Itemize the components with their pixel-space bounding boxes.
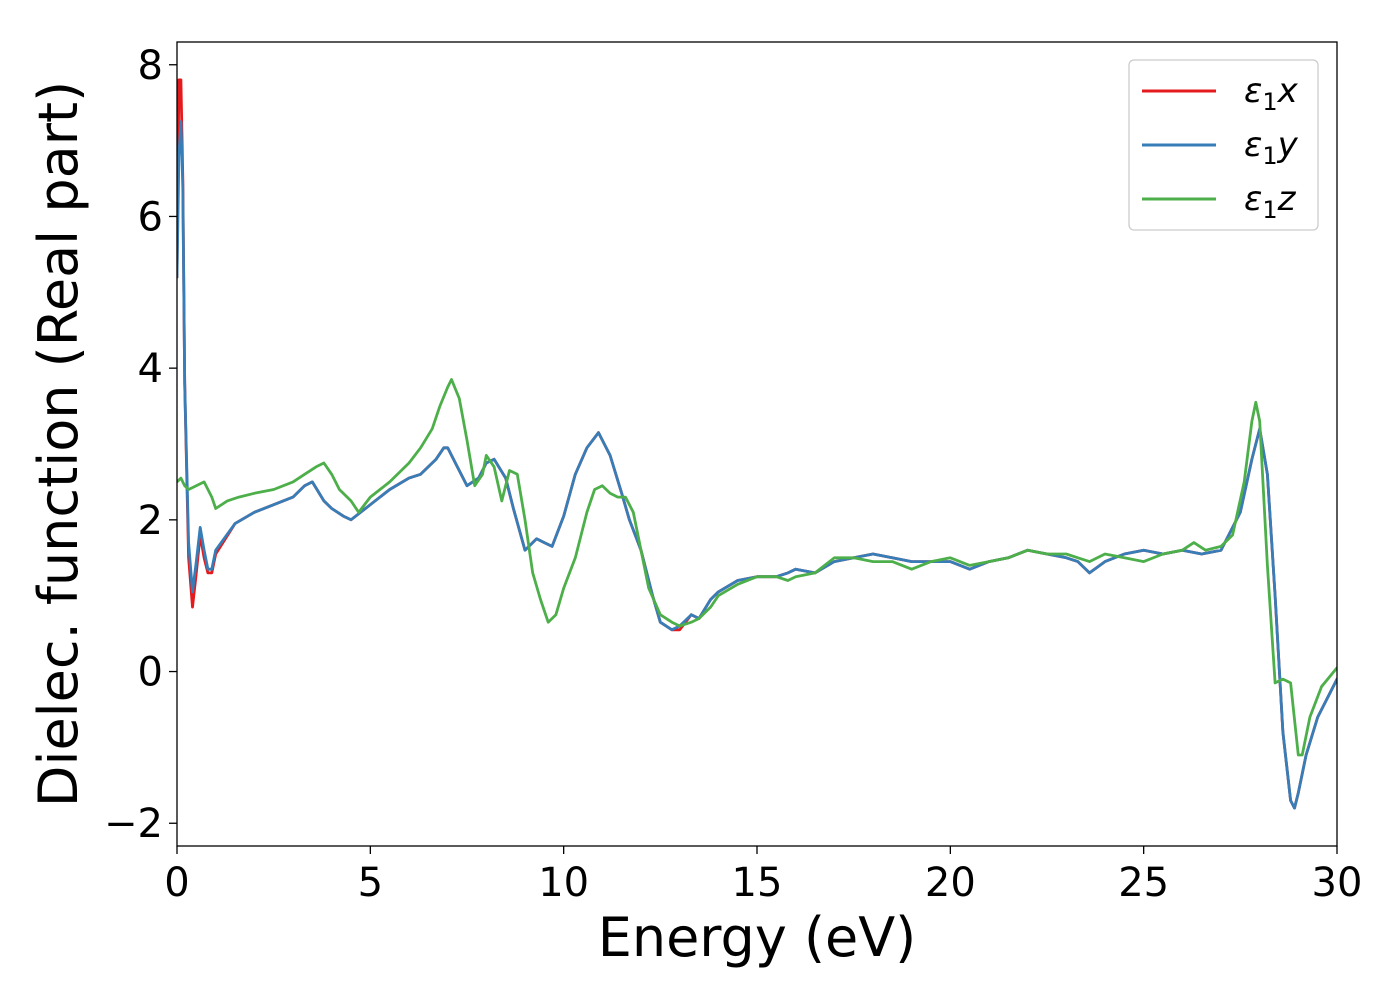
legend-label-z: ε1z — [1244, 179, 1297, 224]
y-tick-label: 2 — [138, 498, 163, 544]
x-tick-label: 25 — [1118, 860, 1169, 906]
y-tick-label: 6 — [138, 194, 163, 240]
x-tick-label: 15 — [732, 860, 783, 906]
y-tick-label: −2 — [104, 801, 163, 847]
x-tick-label: 0 — [164, 860, 189, 906]
legend-box — [1128, 59, 1319, 231]
y-tick-label: 4 — [138, 346, 163, 392]
x-axis: 0 5 10 15 20 25 30 — [164, 846, 1362, 906]
y-tick-label: 8 — [138, 43, 163, 89]
y-axis: −2 0 2 4 6 8 — [104, 43, 177, 847]
legend-label-x: ε1x — [1244, 71, 1299, 116]
series-line-y — [177, 120, 1337, 810]
legend: ε1x ε1y ε1z — [1128, 59, 1319, 231]
x-axis-label: Energy (eV) — [598, 906, 917, 969]
x-tick-label: 5 — [358, 860, 383, 906]
y-tick-label: 0 — [138, 650, 163, 696]
x-tick-label: 30 — [1312, 860, 1363, 906]
legend-label-y: ε1y — [1244, 125, 1299, 170]
x-tick-label: 20 — [925, 860, 976, 906]
series-line-z — [177, 378, 1337, 757]
plot-area — [177, 78, 1337, 810]
y-axis-label: Dielec. function (Real part) — [27, 81, 90, 807]
x-tick-label: 10 — [538, 860, 589, 906]
